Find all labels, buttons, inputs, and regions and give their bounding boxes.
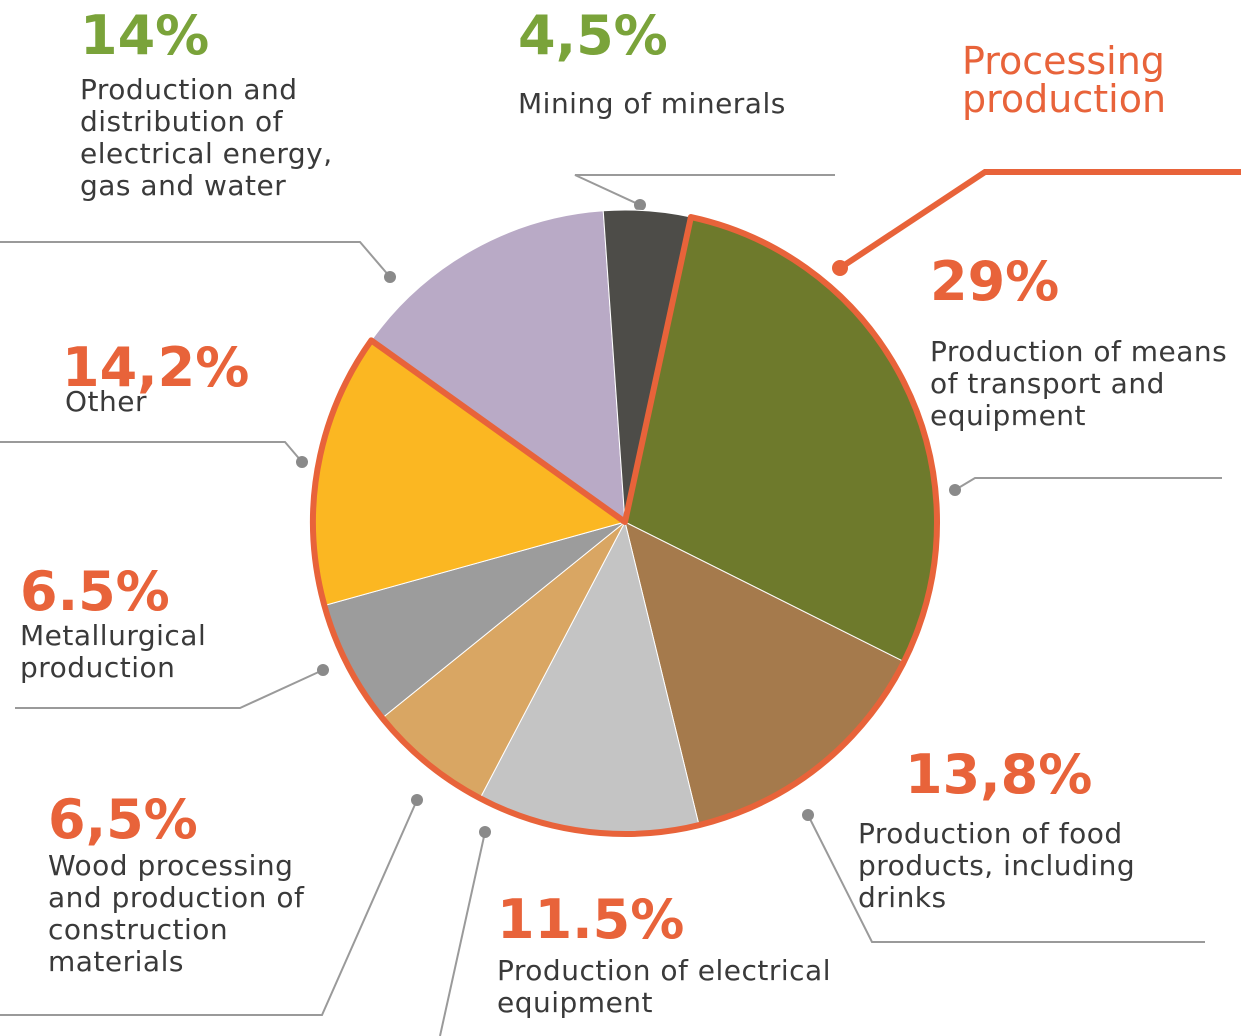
leader-dot bbox=[317, 664, 329, 676]
highlight-outline bbox=[310, 214, 940, 837]
leader-dot bbox=[802, 809, 814, 821]
value-label: 13,8% bbox=[905, 743, 1093, 806]
leader-dot bbox=[296, 456, 308, 468]
value-label: 6.5% bbox=[20, 560, 170, 623]
pie-slice bbox=[370, 210, 626, 524]
leader-line bbox=[574, 174, 835, 206]
leader-line bbox=[0, 241, 391, 278]
value-label: 4,5% bbox=[518, 4, 668, 67]
value-label: 14,2% bbox=[62, 336, 250, 399]
leader-dot bbox=[384, 271, 396, 283]
value-label: 6,5% bbox=[48, 788, 198, 851]
category-label: Production of means of transport and equ… bbox=[930, 335, 1228, 432]
leader-line bbox=[439, 831, 486, 1036]
category-label: Wood processing and production of constr… bbox=[48, 849, 305, 978]
category-label: Production of electrical equipment bbox=[497, 954, 831, 1019]
value-label: 29% bbox=[930, 250, 1060, 313]
category-label: Other bbox=[65, 385, 148, 418]
chart-title: Processing production bbox=[962, 39, 1167, 121]
leader-dot bbox=[479, 826, 491, 838]
highlight-leader bbox=[838, 169, 1241, 271]
category-label: Mining of minerals bbox=[518, 87, 786, 120]
leader-dot bbox=[634, 199, 646, 211]
leader-line bbox=[15, 669, 324, 709]
value-label: 11.5% bbox=[497, 888, 685, 951]
leader-dot bbox=[949, 484, 961, 496]
leader-dot bbox=[411, 794, 423, 806]
pie bbox=[310, 209, 940, 837]
category-label: Metallurgical production bbox=[20, 619, 207, 684]
value-label: 14% bbox=[80, 4, 210, 67]
category-label: Production and distribution of electrica… bbox=[80, 73, 333, 202]
leader-line bbox=[807, 814, 1205, 943]
category-label: Production of food products, including d… bbox=[858, 817, 1136, 914]
highlight-dot bbox=[832, 260, 848, 276]
leader-line bbox=[954, 477, 1222, 491]
leader-line bbox=[0, 799, 418, 1016]
leader-line bbox=[0, 441, 303, 463]
leader-lines bbox=[0, 174, 1222, 1036]
